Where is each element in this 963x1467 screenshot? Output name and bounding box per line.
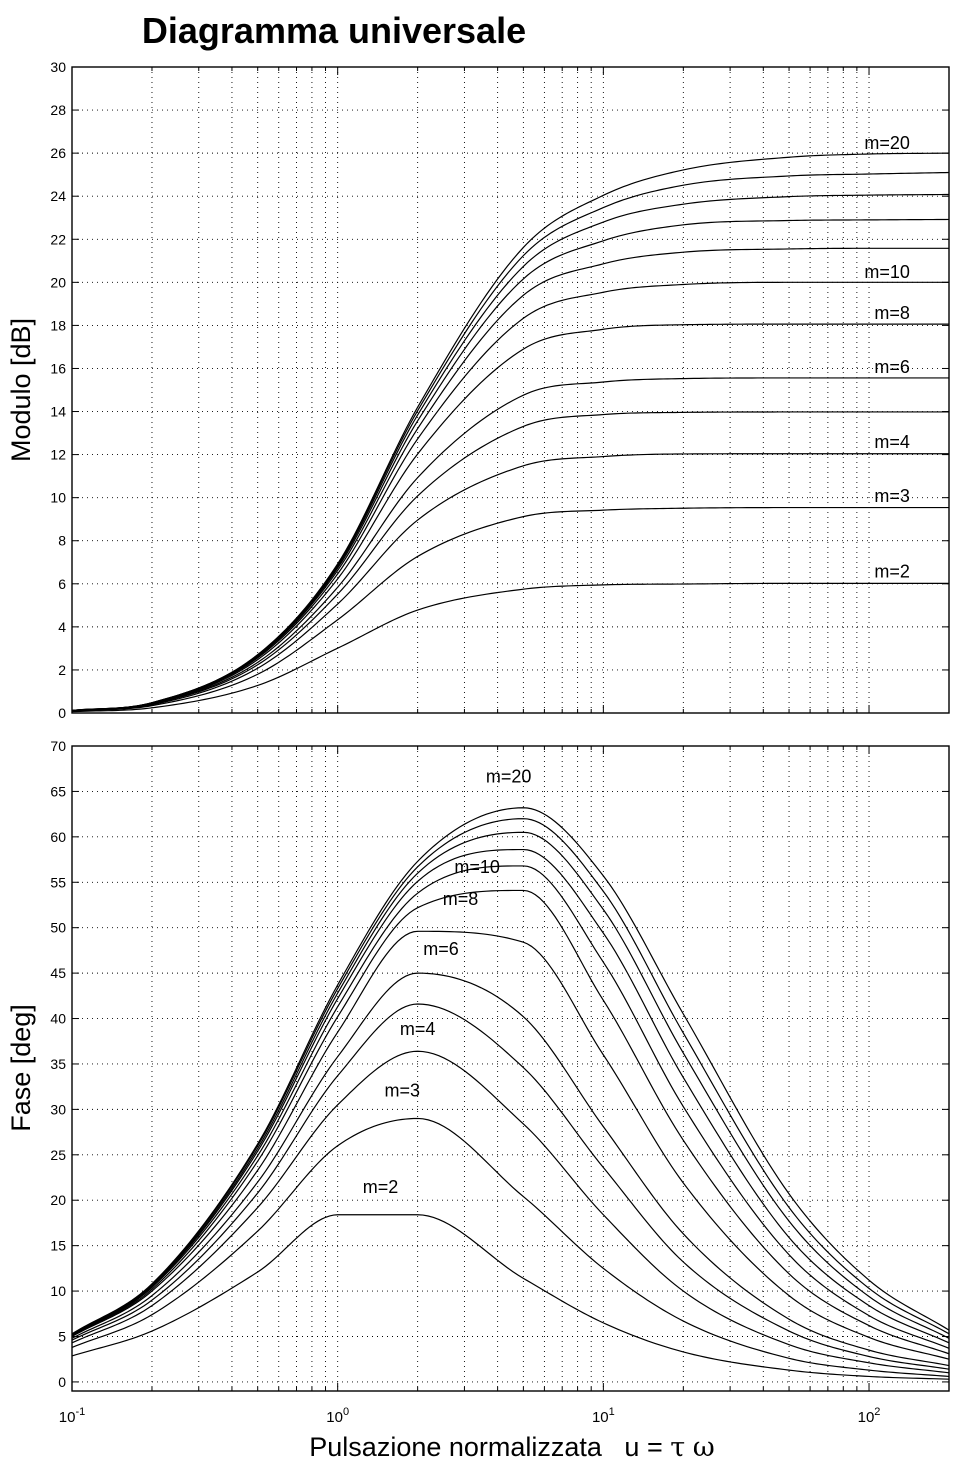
phase-plot: 0 5 10 15 20 25 30 35 40 45 50 55 60 65 70 m=20 m=10 m=8… xyxy=(6,738,950,1392)
curve-m-14 xyxy=(71,848,950,1344)
y-tick-label: 10 xyxy=(50,1283,66,1299)
curve-m-2 xyxy=(71,582,949,713)
y-tick-label: 25 xyxy=(50,1147,66,1163)
curve-m-16 xyxy=(71,193,950,712)
y-tick-label: 55 xyxy=(50,874,66,890)
y-tick-label: 26 xyxy=(50,145,66,161)
curve-label: m=10 xyxy=(454,857,500,877)
magnitude-labels: m=20 m=10 m=8 m=6 m=4 m=3 m=2 xyxy=(864,133,910,582)
magnitude-curves xyxy=(71,152,950,713)
curve-m-12 xyxy=(71,865,950,1349)
curve-m-14 xyxy=(71,218,950,712)
curve-label: m=4 xyxy=(400,1019,436,1039)
x-tick-label: 10-1 xyxy=(59,1406,85,1426)
curve-m-8 xyxy=(71,930,950,1360)
curve-m-4 xyxy=(71,453,949,712)
phase-curves xyxy=(71,807,950,1380)
omega-symbol: ω xyxy=(693,1432,715,1463)
curve-m-12 xyxy=(71,247,949,712)
y-tick-label: 12 xyxy=(50,447,66,463)
curve-m-18 xyxy=(71,818,950,1336)
magnitude-y-axis-label: Modulo [dB] xyxy=(6,318,36,462)
x-tick-label: 100 xyxy=(326,1406,349,1426)
y-tick-label: 10 xyxy=(50,490,66,506)
y-tick-label: 65 xyxy=(50,783,66,799)
y-tick-label: 70 xyxy=(50,738,66,754)
curve-m-10 xyxy=(71,281,949,712)
magnitude-grid xyxy=(72,67,949,713)
curve-m-18 xyxy=(71,171,950,712)
x-axis-label: Pulsazione normalizzata u = τ ω xyxy=(309,1432,714,1463)
curve-m-4 xyxy=(71,1050,950,1374)
y-tick-label: 5 xyxy=(58,1328,66,1344)
phase-labels: m=20 m=10 m=8 m=6 m=4 m=3 m=2 xyxy=(363,766,532,1197)
curve-label: m=3 xyxy=(384,1081,420,1101)
y-tick-label: 6 xyxy=(58,576,66,592)
y-tick-label: 28 xyxy=(50,102,66,118)
x-axis-label-text: Pulsazione normalizzata u = xyxy=(309,1432,670,1462)
y-tick-label: 0 xyxy=(58,705,66,721)
y-tick-label: 14 xyxy=(50,404,66,420)
curve-label: m=8 xyxy=(443,889,479,909)
curve-label: m=4 xyxy=(874,432,910,452)
y-tick-label: 2 xyxy=(58,662,66,678)
chart-title: Diagramma universale xyxy=(142,10,526,51)
tau-symbol: τ xyxy=(670,1432,685,1463)
x-axis-label-space xyxy=(685,1432,693,1462)
curve-label: m=20 xyxy=(486,766,532,786)
y-tick-label: 22 xyxy=(50,231,66,247)
curve-m-5 xyxy=(71,1003,950,1370)
phase-axes-frame xyxy=(71,745,950,1392)
curve-m-3 xyxy=(71,1117,950,1378)
curve-m-2 xyxy=(71,1214,950,1380)
curve-m-16 xyxy=(71,831,950,1339)
curve-label: m=3 xyxy=(874,486,910,506)
y-tick-label: 35 xyxy=(50,1056,66,1072)
y-tick-label: 0 xyxy=(58,1374,66,1390)
x-tick-label: 102 xyxy=(858,1406,881,1426)
curve-label: m=10 xyxy=(864,262,910,282)
y-tick-label: 30 xyxy=(50,1101,66,1117)
magnitude-axes-frame xyxy=(71,66,950,714)
x-tick-label: 101 xyxy=(592,1406,615,1426)
curve-m-10 xyxy=(71,889,950,1355)
y-tick-label: 16 xyxy=(50,360,66,376)
curve-m-8 xyxy=(71,323,949,712)
curve-label: m=2 xyxy=(363,1177,399,1197)
phase-ticks: 0 5 10 15 20 25 30 35 40 45 50 55 60 65 70 xyxy=(50,738,949,1391)
curve-m-20 xyxy=(71,152,950,712)
y-tick-label: 4 xyxy=(58,619,66,635)
y-tick-label: 40 xyxy=(50,1011,66,1027)
phase-y-axis-label: Fase [deg] xyxy=(6,1004,36,1132)
curve-m-5 xyxy=(71,411,949,712)
curve-label: m=8 xyxy=(874,303,910,323)
curve-m-6 xyxy=(71,972,950,1367)
y-tick-label: 30 xyxy=(50,59,66,75)
curve-m-6 xyxy=(71,377,949,712)
phase-grid xyxy=(72,746,949,1391)
curve-label: m=20 xyxy=(864,133,910,153)
curve-m-3 xyxy=(71,506,949,712)
y-tick-label: 20 xyxy=(50,274,66,290)
curve-label: m=6 xyxy=(423,939,459,959)
y-tick-label: 8 xyxy=(58,533,66,549)
y-tick-label: 15 xyxy=(50,1238,66,1254)
curve-label: m=2 xyxy=(874,561,910,581)
y-tick-label: 18 xyxy=(50,317,66,333)
x-tick-labels: 10-1 100 101 102 xyxy=(59,1406,881,1426)
y-tick-label: 50 xyxy=(50,920,66,936)
y-tick-label: 60 xyxy=(50,829,66,845)
curve-label: m=6 xyxy=(874,357,910,377)
y-tick-label: 24 xyxy=(50,188,66,204)
curve-m-20 xyxy=(71,807,950,1335)
y-tick-label: 20 xyxy=(50,1192,66,1208)
y-tick-label: 45 xyxy=(50,965,66,981)
